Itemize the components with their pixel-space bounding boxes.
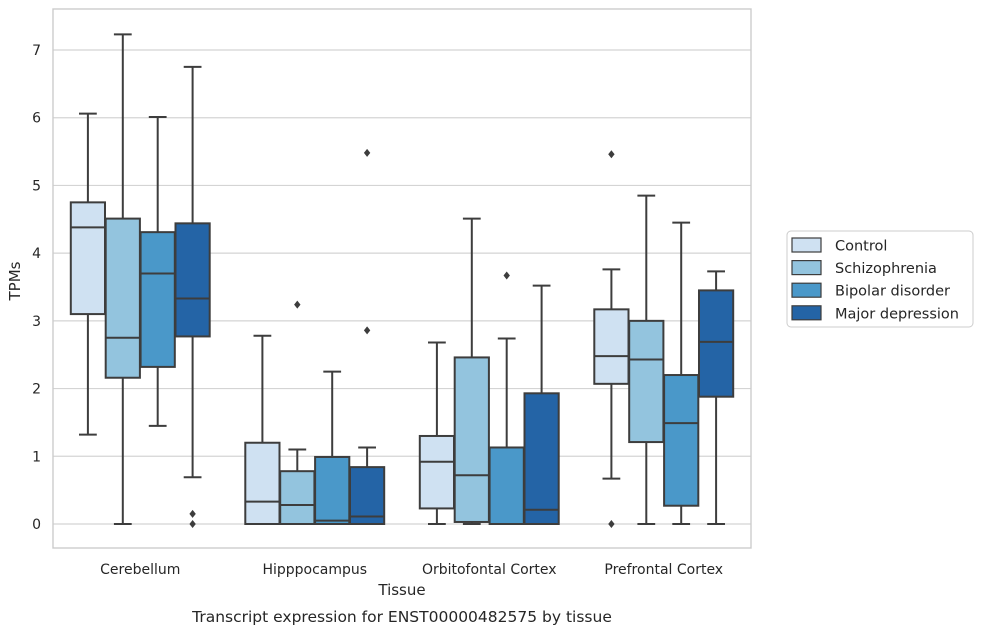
x-tick-label: Cerebellum bbox=[100, 562, 180, 578]
box-iqr bbox=[418, 434, 456, 510]
box-3-0 bbox=[593, 150, 630, 528]
box-3-2 bbox=[663, 221, 700, 525]
box-1-1 bbox=[279, 300, 316, 526]
legend-entry: Bipolar disorder bbox=[835, 284, 950, 300]
box-iqr bbox=[139, 231, 176, 368]
box-iqr bbox=[593, 308, 630, 385]
box-iqr bbox=[628, 319, 665, 444]
outlier-point bbox=[503, 271, 510, 280]
box-1-0 bbox=[244, 334, 281, 525]
x-axis-label: Tissue bbox=[377, 581, 425, 599]
legend-swatch bbox=[791, 282, 822, 298]
x-axis-ticks: Cerebellum Hipppocampus Orbitofontal Corte… bbox=[100, 562, 723, 578]
y-axis-ticks: 0 1 2 3 4 5 6 7 bbox=[32, 43, 41, 533]
box-iqr bbox=[69, 201, 107, 316]
box-2-2 bbox=[488, 271, 525, 525]
box-0-2 bbox=[139, 116, 176, 427]
outlier-point bbox=[608, 520, 615, 528]
y-axis-label: TPMs bbox=[6, 261, 24, 301]
y-tick-label: 3 bbox=[32, 314, 41, 330]
box-1-3 bbox=[348, 148, 386, 525]
y-tick-label: 7 bbox=[32, 43, 41, 59]
plot-frame bbox=[52, 8, 752, 549]
box-iqr bbox=[523, 392, 560, 525]
chart-caption: Transcript expression for ENST0000048257… bbox=[191, 608, 612, 626]
box-iqr bbox=[244, 441, 281, 525]
box-iqr bbox=[488, 446, 525, 525]
legend-swatch bbox=[791, 237, 822, 253]
box-0-3 bbox=[174, 65, 211, 528]
legend-swatch bbox=[791, 305, 822, 321]
legend: Control Schizophrenia Bipolar disorder Majo… bbox=[786, 230, 974, 328]
box-0-1 bbox=[104, 33, 141, 525]
y-tick-label: 4 bbox=[32, 246, 41, 262]
y-tick-label: 0 bbox=[32, 517, 41, 533]
box-iqr bbox=[453, 356, 490, 523]
outlier-point bbox=[363, 326, 371, 335]
box-iqr bbox=[104, 217, 141, 379]
y-tick-label: 6 bbox=[32, 111, 41, 127]
box-iqr bbox=[314, 455, 351, 525]
box-3-1 bbox=[628, 194, 665, 525]
box-iqr bbox=[279, 470, 316, 526]
outlier-point bbox=[189, 520, 196, 528]
box-2-1 bbox=[453, 217, 490, 525]
legend-entry: Schizophrenia bbox=[835, 261, 937, 277]
legend-entry: Control bbox=[835, 239, 887, 255]
box-iqr bbox=[174, 222, 211, 338]
box-2-0 bbox=[418, 341, 456, 525]
box-series bbox=[69, 33, 735, 528]
y-tick-label: 5 bbox=[32, 178, 41, 194]
legend-swatch bbox=[791, 260, 822, 276]
x-tick-label: Prefrontal Cortex bbox=[604, 562, 723, 578]
outlier-point bbox=[294, 300, 301, 309]
box-iqr bbox=[348, 466, 386, 525]
outlier-point bbox=[189, 509, 196, 518]
x-tick-label: Orbitofontal Cortex bbox=[422, 562, 557, 578]
box-3-3 bbox=[697, 270, 735, 525]
box-iqr bbox=[697, 289, 735, 398]
y-tick-label: 2 bbox=[32, 382, 41, 398]
x-tick-label: Hipppocampus bbox=[262, 562, 367, 578]
box-iqr bbox=[663, 374, 700, 507]
box-0-0 bbox=[69, 112, 107, 436]
legend-frame bbox=[786, 230, 974, 328]
legend-entry: Major depression bbox=[835, 306, 959, 322]
y-tick-label: 1 bbox=[32, 449, 41, 465]
box-1-2 bbox=[314, 370, 351, 525]
box-2-3 bbox=[523, 284, 560, 525]
outlier-point bbox=[363, 148, 371, 157]
outlier-point bbox=[608, 150, 615, 159]
